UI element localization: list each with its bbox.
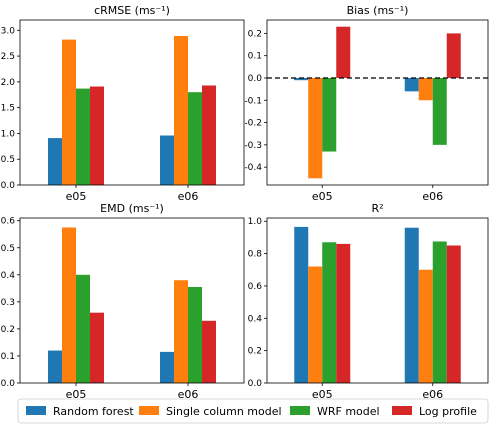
bar-e06-random-forest bbox=[404, 77, 419, 92]
y-tick-label: -0.4 bbox=[244, 163, 262, 173]
legend: Random forest Single column model WRF mode… bbox=[17, 398, 489, 424]
x-tick-label: e05 bbox=[312, 190, 333, 203]
y-tick-label: 0.2 bbox=[1, 325, 15, 335]
legend-swatch-log-profile bbox=[392, 406, 412, 415]
y-tick-label: 0.6 bbox=[248, 282, 263, 292]
legend-swatch-random-forest bbox=[26, 406, 46, 415]
x-tick-label: e05 bbox=[312, 388, 333, 401]
bar-e06-log-profile bbox=[446, 245, 461, 383]
y-tick-label: 0.2 bbox=[248, 347, 262, 357]
bar-e06-wrf-model bbox=[188, 92, 202, 185]
chart-title: EMD (ms⁻¹) bbox=[100, 202, 164, 215]
y-tick-label: 3.0 bbox=[1, 26, 16, 36]
axes-frame bbox=[266, 217, 489, 384]
bar-e05-random-forest bbox=[294, 77, 309, 81]
y-tick-label: -0.3 bbox=[244, 141, 262, 151]
legend-label: Single column model bbox=[166, 405, 282, 418]
y-tick-label: -0.1 bbox=[244, 96, 262, 106]
y-tick-label: 0.6 bbox=[1, 217, 16, 227]
bar-e06-random-forest bbox=[404, 227, 419, 383]
x-tick-label: e06 bbox=[178, 190, 199, 203]
y-tick-label: 0.0 bbox=[248, 379, 263, 389]
bar-e06-random-forest bbox=[160, 351, 174, 383]
bar-e06-single-column-model bbox=[418, 77, 433, 101]
legend-swatch-single-column-model bbox=[139, 406, 159, 415]
bar-e06-wrf-model bbox=[188, 286, 202, 383]
bar-e05-random-forest bbox=[294, 226, 309, 383]
y-tick-label: 0.0 bbox=[1, 379, 16, 389]
chart-title: Bias (ms⁻¹) bbox=[347, 4, 409, 17]
y-tick-label: 0.1 bbox=[248, 52, 262, 62]
x-tick-label: e05 bbox=[66, 388, 87, 401]
bar-e06-wrf-model bbox=[432, 241, 447, 383]
bar-e05-single-column-model bbox=[308, 266, 323, 383]
x-tick-label: e06 bbox=[422, 190, 443, 203]
y-tick-label: 0.0 bbox=[1, 181, 16, 191]
axes-frame bbox=[19, 217, 245, 384]
legend-label: Random forest bbox=[53, 405, 134, 418]
y-tick-label: 1.0 bbox=[248, 217, 263, 227]
y-tick-label: 0.1 bbox=[1, 352, 15, 362]
axes-frame bbox=[266, 19, 489, 186]
bar-e05-log-profile bbox=[90, 86, 104, 185]
bar-e05-log-profile bbox=[336, 243, 351, 383]
x-tick-label: e06 bbox=[178, 388, 199, 401]
y-tick-label: 2.0 bbox=[1, 78, 16, 88]
bar-e05-wrf-model bbox=[322, 242, 337, 383]
bar-e05-single-column-model bbox=[308, 77, 323, 179]
bar-e06-log-profile bbox=[202, 85, 216, 185]
bar-e05-single-column-model bbox=[62, 227, 76, 383]
y-tick-label: 1.0 bbox=[1, 129, 16, 139]
chart-panel-2: e05 e06 -0.4 -0.3 -0.2 -0.1 0.0 0.1 0.2 Bias (ms⁻… bbox=[244, 4, 489, 203]
chart-title: cRMSE (ms⁻¹) bbox=[94, 4, 170, 17]
bar-e06-wrf-model bbox=[432, 77, 447, 145]
bar-e05-single-column-model bbox=[62, 39, 76, 186]
bar-e06-single-column-model bbox=[174, 280, 188, 383]
y-tick-label: 1.5 bbox=[1, 104, 15, 114]
bar-e06-log-profile bbox=[202, 320, 216, 383]
y-tick-label: 0.4 bbox=[248, 314, 263, 324]
x-tick-label: e06 bbox=[422, 388, 443, 401]
bar-e05-random-forest bbox=[48, 138, 62, 185]
x-tick-label: e05 bbox=[66, 190, 87, 203]
legend-frame bbox=[17, 398, 489, 424]
y-tick-label: 0.0 bbox=[248, 74, 263, 84]
bar-e05-random-forest bbox=[48, 350, 62, 383]
bar-e06-single-column-model bbox=[174, 35, 188, 186]
legend-label: Log profile bbox=[419, 405, 477, 418]
chart-panel-3: e05 e06 0.0 0.1 0.2 0.3 0.4 0.5 0.6 EMD (ms⁻¹) bbox=[1, 202, 245, 401]
legend-label: WRF model bbox=[317, 405, 380, 418]
y-tick-label: 0.5 bbox=[1, 244, 15, 254]
y-tick-label: -0.2 bbox=[244, 119, 262, 129]
y-tick-label: 0.8 bbox=[248, 250, 263, 260]
y-tick-label: 2.5 bbox=[1, 52, 15, 62]
bar-e06-random-forest bbox=[160, 135, 174, 185]
bar-e05-log-profile bbox=[336, 26, 351, 78]
legend-swatch-wrf-model bbox=[290, 406, 310, 415]
bar-e06-single-column-model bbox=[418, 269, 433, 383]
bar-e05-log-profile bbox=[90, 312, 104, 383]
bar-e05-wrf-model bbox=[76, 88, 90, 185]
y-tick-label: 0.4 bbox=[1, 271, 16, 281]
y-tick-label: 0.2 bbox=[248, 29, 262, 39]
chart-panel-1: e05 e06 0.0 0.5 1.0 1.5 2.0 2.5 3.0 cRMSE (ms⁻¹) bbox=[1, 4, 245, 203]
bar-e05-wrf-model bbox=[76, 274, 90, 383]
chart-panel-4: e05 e06 0.0 0.2 0.4 0.6 0.8 1.0 R² bbox=[248, 202, 489, 401]
bar-e05-wrf-model bbox=[322, 77, 337, 152]
axes-frame bbox=[19, 19, 245, 186]
y-tick-label: 0.3 bbox=[1, 298, 15, 308]
bar-e06-log-profile bbox=[446, 33, 461, 78]
chart-title: R² bbox=[371, 202, 383, 215]
y-tick-label: 0.5 bbox=[1, 155, 15, 165]
